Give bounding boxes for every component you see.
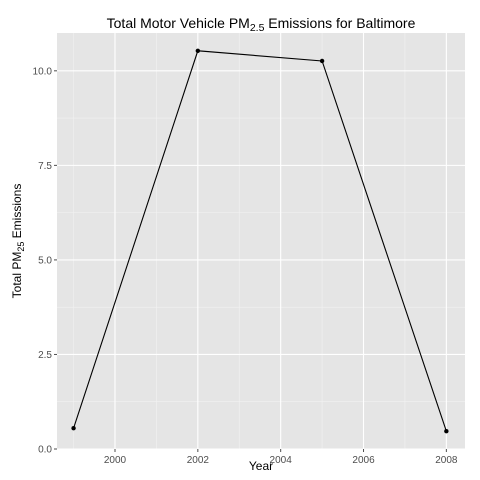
chart-title: Total Motor Vehicle PM2.5 Emissions for …: [107, 15, 416, 34]
x-tick-label: 2008: [435, 455, 458, 466]
y-axis-label: Total PM25 Emissions: [10, 184, 26, 299]
data-point: [320, 59, 324, 63]
y-tick-labels: 0.0 2.5 5.0 7.5 10.0: [33, 66, 57, 455]
data-point: [71, 426, 75, 430]
x-tick-label: 2002: [187, 455, 210, 466]
x-tick-label: 2000: [104, 455, 127, 466]
y-tick-label: 7.5: [38, 161, 52, 172]
y-tick-label: 5.0: [38, 255, 52, 266]
y-tick-label: 10.0: [33, 66, 53, 77]
y-tick-label: 0.0: [38, 445, 52, 456]
plot-panel: [57, 33, 465, 449]
data-point: [196, 49, 200, 53]
data-point: [444, 429, 448, 433]
x-axis-label: Year: [249, 459, 273, 473]
x-tick-labels: 2000 2002 2004 2006 2008: [104, 449, 458, 466]
y-tick-label: 2.5: [38, 350, 52, 361]
x-tick-label: 2006: [352, 455, 375, 466]
